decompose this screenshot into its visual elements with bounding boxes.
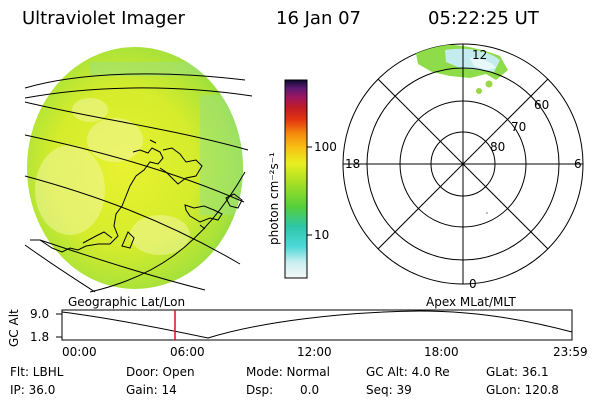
altitude-xtick-1200: 12:00	[297, 345, 332, 359]
info-door: Door: Open	[126, 365, 195, 379]
mlt-label-18: 18	[345, 157, 361, 171]
colorbar-tick-10: 10	[314, 228, 330, 242]
mlat-label-60: 60	[534, 98, 550, 112]
left-panel-caption: Geographic Lat/Lon	[68, 295, 186, 309]
instrument-title: Ultraviolet Imager	[22, 8, 185, 29]
info-mode: Mode: Normal	[246, 365, 330, 379]
colorbar-unit-label: photon cm⁻²s⁻¹	[267, 152, 281, 245]
mlt-label-0: 0	[469, 277, 477, 291]
colorbar	[284, 79, 312, 279]
mlt-label-6: 6	[574, 157, 582, 171]
info-ip: IP: 36.0	[10, 383, 56, 397]
altitude-plot	[56, 309, 573, 341]
globe-image	[24, 47, 253, 293]
altitude-ylabel: GC Alt	[7, 309, 21, 347]
right-panel-caption: Apex MLat/MLT	[426, 295, 516, 309]
info-glat: GLat: 36.1	[486, 365, 549, 379]
altitude-ytick-high: 9.0	[30, 307, 50, 321]
info-gc-alt: GC Alt: 4.0 Re	[366, 365, 450, 379]
latlon-grid	[24, 73, 253, 293]
info-gain: Gain: 14	[126, 383, 177, 397]
altitude-xtick-2359: 23:59	[553, 345, 588, 359]
mlat-label-70: 70	[511, 120, 527, 134]
polar-plot	[342, 43, 584, 285]
altitude-xtick-0600: 06:00	[170, 345, 205, 359]
altitude-ytick-low: 1.8	[30, 330, 50, 344]
info-dsp-value: 0.0	[300, 383, 320, 397]
mlt-label-12: 12	[472, 48, 488, 62]
altitude-xtick-1800: 18:00	[424, 345, 459, 359]
info-seq: Seq: 39	[366, 383, 412, 397]
mlat-label-80: 80	[490, 140, 506, 154]
coastline-lines	[30, 139, 243, 253]
info-glon: GLon: 120.8	[486, 383, 559, 397]
altitude-xtick-0000: 00:00	[62, 345, 97, 359]
info-filter: Flt: LBHL	[10, 365, 64, 379]
info-dsp-label: Dsp:	[246, 383, 274, 397]
date-label: 16 Jan 07	[276, 8, 361, 29]
time-label: 05:22:25 UT	[428, 8, 539, 29]
colorbar-tick-100: 100	[314, 140, 337, 154]
